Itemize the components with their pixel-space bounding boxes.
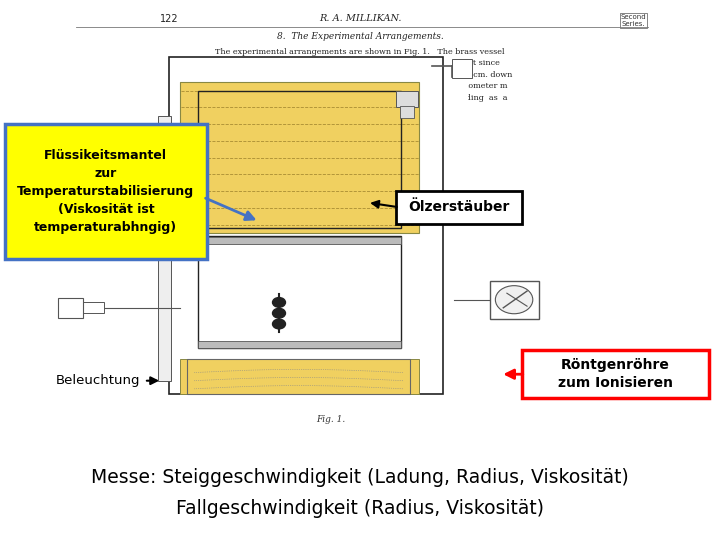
- FancyBboxPatch shape: [5, 124, 207, 259]
- Bar: [198, 341, 401, 348]
- Text: 8.  The Experimental Arrangements.: 8. The Experimental Arrangements.: [276, 32, 444, 40]
- FancyBboxPatch shape: [522, 350, 709, 398]
- FancyBboxPatch shape: [396, 191, 522, 224]
- Text: Fig. 1.: Fig. 1.: [317, 415, 346, 423]
- Bar: [180, 83, 419, 233]
- Text: Röntgenröhre
zum Ionisieren: Röntgenröhre zum Ionisieren: [558, 358, 673, 390]
- Text: Flüssikeitsmantel
zur
Temperaturstabilisierung
(Viskosität ist
temperaturabhngig: Flüssikeitsmantel zur Temperaturstabilis…: [17, 149, 194, 234]
- Bar: [400, 106, 414, 118]
- Bar: [169, 57, 443, 394]
- Circle shape: [495, 286, 533, 314]
- Text: The experimental arrangements are shown in Fig. 1.   The brass vessel
D was buil: The experimental arrangements are shown …: [208, 48, 512, 102]
- Circle shape: [272, 319, 285, 329]
- Bar: [58, 298, 83, 318]
- Text: Beleuchtung: Beleuchtung: [56, 374, 140, 387]
- Bar: [187, 359, 410, 394]
- Bar: [396, 91, 418, 107]
- Bar: [198, 91, 401, 227]
- Circle shape: [272, 308, 285, 318]
- Bar: [83, 302, 104, 313]
- Text: R. A. MILLIKAN.: R. A. MILLIKAN.: [319, 15, 401, 23]
- Text: Second
Series.: Second Series.: [621, 14, 647, 27]
- Text: Messe: Steiggeschwindigkeit (Ladung, Radius, Viskosität): Messe: Steiggeschwindigkeit (Ladung, Rad…: [91, 468, 629, 488]
- Bar: [180, 359, 419, 394]
- Text: Ölzerstäuber: Ölzerstäuber: [408, 200, 510, 214]
- Text: Fallgeschwindigkeit (Radius, Viskosität): Fallgeschwindigkeit (Radius, Viskosität): [176, 499, 544, 518]
- Circle shape: [272, 298, 285, 307]
- Bar: [180, 83, 419, 233]
- Bar: [490, 281, 539, 319]
- Bar: [158, 116, 171, 381]
- Bar: [452, 59, 472, 78]
- Bar: [198, 235, 401, 348]
- Text: 122: 122: [160, 14, 179, 24]
- Bar: [198, 237, 401, 244]
- Bar: [151, 57, 468, 424]
